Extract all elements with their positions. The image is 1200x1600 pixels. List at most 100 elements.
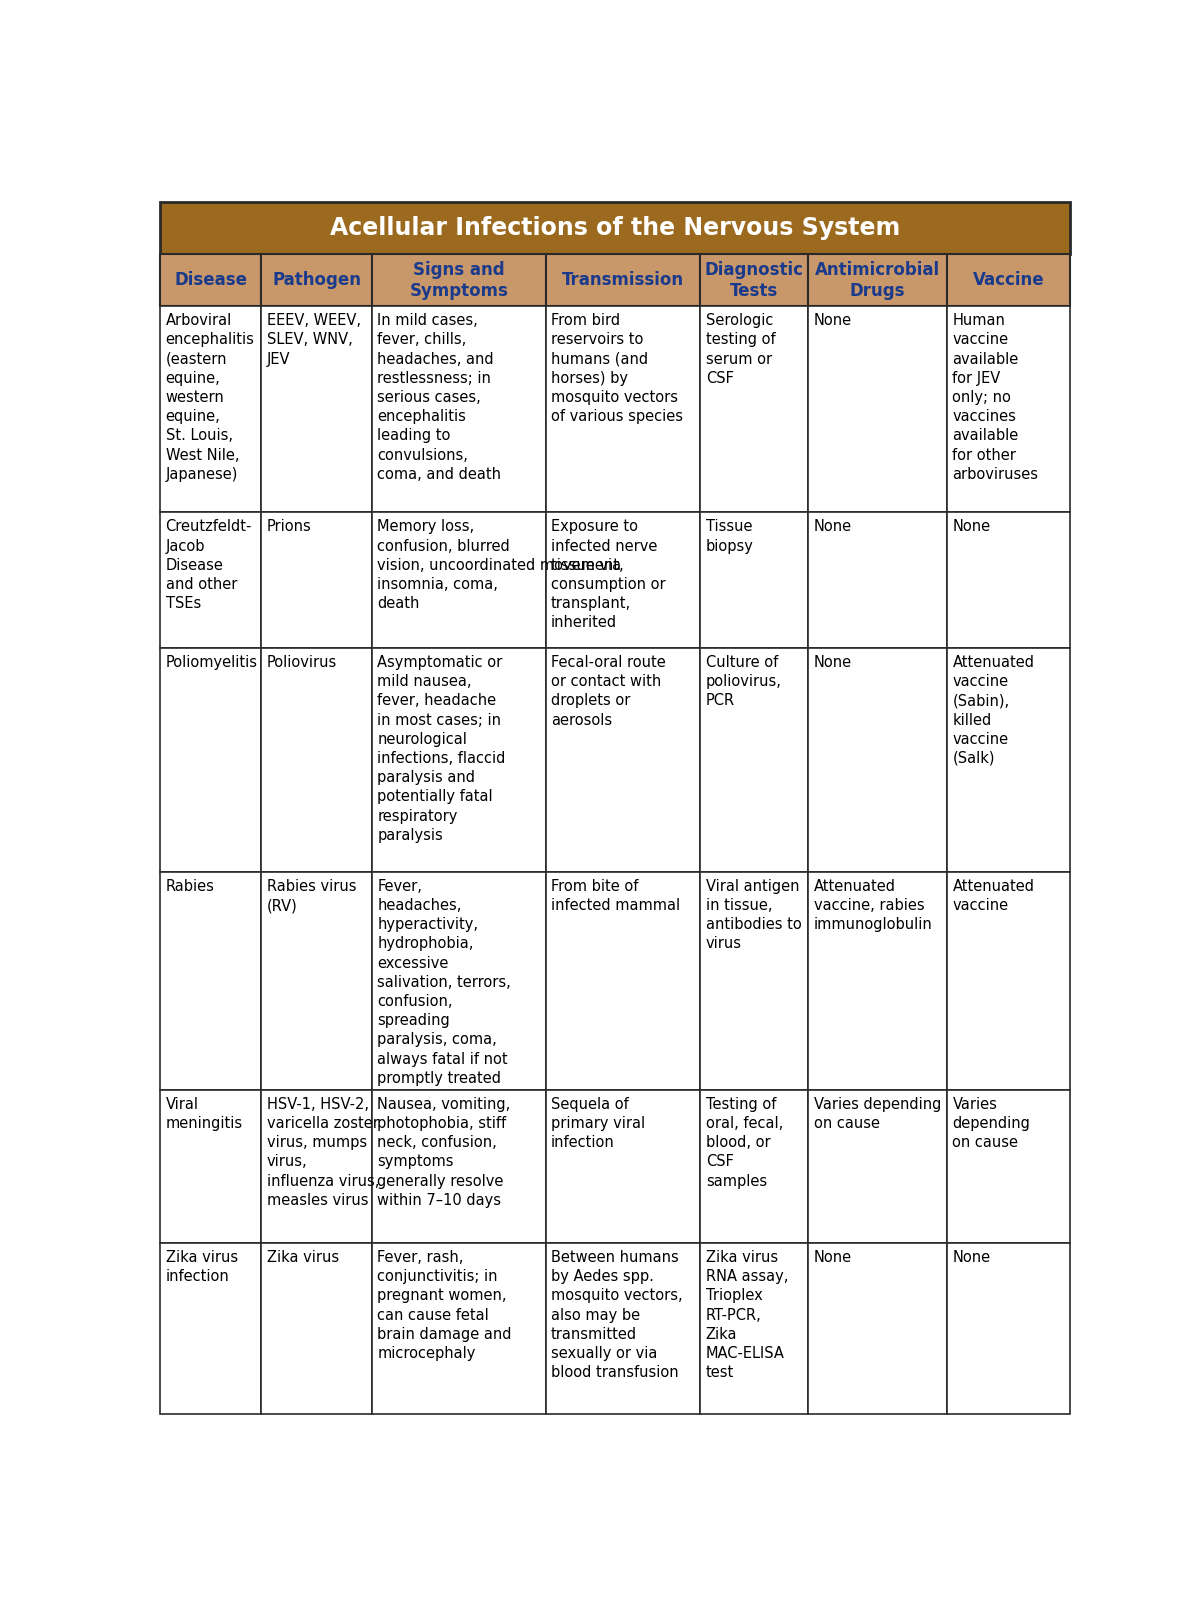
Bar <box>701 254 809 306</box>
Bar <box>160 512 262 648</box>
Bar <box>947 306 1070 512</box>
Bar <box>262 254 372 306</box>
Bar <box>546 648 701 872</box>
Text: Poliovirus: Poliovirus <box>266 654 337 670</box>
Text: None: None <box>814 654 852 670</box>
Text: Vaccine: Vaccine <box>973 270 1044 290</box>
Text: None: None <box>814 520 852 534</box>
Bar <box>372 1090 546 1243</box>
Text: Between humans
by Aedes spp.
mosquito vectors,
also may be
transmitted
sexually : Between humans by Aedes spp. mosquito ve… <box>551 1250 683 1381</box>
Bar <box>947 1243 1070 1414</box>
Text: None: None <box>953 520 990 534</box>
Bar <box>160 202 1070 254</box>
Bar <box>809 872 947 1090</box>
Text: Zika virus: Zika virus <box>266 1250 338 1266</box>
Text: Disease: Disease <box>174 270 247 290</box>
Bar <box>546 306 701 512</box>
Text: From bite of
infected mammal: From bite of infected mammal <box>551 878 680 914</box>
Text: Prions: Prions <box>266 520 312 534</box>
Text: None: None <box>814 1250 852 1266</box>
Bar <box>262 1090 372 1243</box>
Text: Fever,
headaches,
hyperactivity,
hydrophobia,
excessive
salivation, terrors,
con: Fever, headaches, hyperactivity, hydroph… <box>378 878 511 1086</box>
Bar <box>262 512 372 648</box>
Bar <box>372 1243 546 1414</box>
Bar <box>701 306 809 512</box>
Text: Attenuated
vaccine: Attenuated vaccine <box>953 878 1034 914</box>
Text: HSV-1, HSV-2,
varicella zoster
virus, mumps
virus,
influenza virus,
measles viru: HSV-1, HSV-2, varicella zoster virus, mu… <box>266 1098 379 1208</box>
Text: Poliomyelitis: Poliomyelitis <box>166 654 258 670</box>
Bar <box>701 648 809 872</box>
Text: Attenuated
vaccine, rabies
immunoglobulin: Attenuated vaccine, rabies immunoglobuli… <box>814 878 932 933</box>
Bar <box>947 648 1070 872</box>
Bar <box>160 872 262 1090</box>
Text: Culture of
poliovirus,
PCR: Culture of poliovirus, PCR <box>706 654 781 709</box>
Bar <box>546 254 701 306</box>
Text: Viral
meningitis: Viral meningitis <box>166 1098 242 1131</box>
Bar <box>160 1243 262 1414</box>
Bar <box>947 1090 1070 1243</box>
Text: Nausea, vomiting,
photophobia, stiff
neck, confusion,
symptoms
generally resolve: Nausea, vomiting, photophobia, stiff nec… <box>378 1098 511 1208</box>
Bar <box>262 306 372 512</box>
Text: Pathogen: Pathogen <box>272 270 361 290</box>
Text: Zika virus
RNA assay,
Trioplex
RT-PCR,
Zika
MAC-ELISA
test: Zika virus RNA assay, Trioplex RT-PCR, Z… <box>706 1250 788 1381</box>
Bar <box>947 254 1070 306</box>
Text: None: None <box>953 1250 990 1266</box>
Text: Antimicrobial
Drugs: Antimicrobial Drugs <box>815 261 940 299</box>
Bar <box>947 512 1070 648</box>
Text: Rabies: Rabies <box>166 878 215 894</box>
Bar <box>809 1243 947 1414</box>
Text: Testing of
oral, fecal,
blood, or
CSF
samples: Testing of oral, fecal, blood, or CSF sa… <box>706 1098 784 1189</box>
Text: Zika virus
infection: Zika virus infection <box>166 1250 238 1285</box>
Text: Varies
depending
on cause: Varies depending on cause <box>953 1098 1031 1150</box>
Bar <box>372 306 546 512</box>
Text: Arboviral
encephalitis
(eastern
equine,
western
equine,
St. Louis,
West Nile,
Ja: Arboviral encephalitis (eastern equine, … <box>166 314 254 482</box>
Text: Rabies virus
(RV): Rabies virus (RV) <box>266 878 356 914</box>
Text: Creutzfeldt-
Jacob
Disease
and other
TSEs: Creutzfeldt- Jacob Disease and other TSE… <box>166 520 252 611</box>
Text: Serologic
testing of
serum or
CSF: Serologic testing of serum or CSF <box>706 314 775 386</box>
Bar <box>372 512 546 648</box>
Bar <box>701 1243 809 1414</box>
Bar <box>809 254 947 306</box>
Text: Fecal-oral route
or contact with
droplets or
aerosols: Fecal-oral route or contact with droplet… <box>551 654 666 728</box>
Text: Signs and
Symptoms: Signs and Symptoms <box>409 261 509 299</box>
Bar <box>546 872 701 1090</box>
Bar <box>701 1090 809 1243</box>
Text: Viral antigen
in tissue,
antibodies to
virus: Viral antigen in tissue, antibodies to v… <box>706 878 802 952</box>
Text: Diagnostic
Tests: Diagnostic Tests <box>704 261 804 299</box>
Bar <box>809 1090 947 1243</box>
Bar <box>372 648 546 872</box>
Text: In mild cases,
fever, chills,
headaches, and
restlessness; in
serious cases,
enc: In mild cases, fever, chills, headaches,… <box>378 314 502 482</box>
Bar <box>160 1090 262 1243</box>
Bar <box>809 306 947 512</box>
Bar <box>701 512 809 648</box>
Text: EEEV, WEEV,
SLEV, WNV,
JEV: EEEV, WEEV, SLEV, WNV, JEV <box>266 314 361 366</box>
Text: Transmission: Transmission <box>562 270 684 290</box>
Bar <box>809 512 947 648</box>
Text: Attenuated
vaccine
(Sabin),
killed
vaccine
(Salk): Attenuated vaccine (Sabin), killed vacci… <box>953 654 1034 766</box>
Text: Asymptomatic or
mild nausea,
fever, headache
in most cases; in
neurological
infe: Asymptomatic or mild nausea, fever, head… <box>378 654 506 843</box>
Text: Human
vaccine
available
for JEV
only; no
vaccines
available
for other
arboviruse: Human vaccine available for JEV only; no… <box>953 314 1038 482</box>
Bar <box>372 254 546 306</box>
Bar <box>947 872 1070 1090</box>
Bar <box>372 872 546 1090</box>
Bar <box>160 306 262 512</box>
Bar <box>546 512 701 648</box>
Text: Exposure to
infected nerve
tissue via
consumption or
transplant,
inherited: Exposure to infected nerve tissue via co… <box>551 520 666 630</box>
Text: Sequela of
primary viral
infection: Sequela of primary viral infection <box>551 1098 646 1150</box>
Bar <box>160 648 262 872</box>
Bar <box>262 648 372 872</box>
Bar <box>262 872 372 1090</box>
Bar <box>809 648 947 872</box>
Bar <box>160 254 262 306</box>
Text: Varies depending
on cause: Varies depending on cause <box>814 1098 941 1131</box>
Bar <box>546 1090 701 1243</box>
Text: From bird
reservoirs to
humans (and
horses) by
mosquito vectors
of various speci: From bird reservoirs to humans (and hors… <box>551 314 683 424</box>
Bar <box>546 1243 701 1414</box>
Text: Tissue
biopsy: Tissue biopsy <box>706 520 754 554</box>
Text: Fever, rash,
conjunctivitis; in
pregnant women,
can cause fetal
brain damage and: Fever, rash, conjunctivitis; in pregnant… <box>378 1250 512 1362</box>
Text: Acellular Infections of the Nervous System: Acellular Infections of the Nervous Syst… <box>330 216 900 240</box>
Bar <box>701 872 809 1090</box>
Text: None: None <box>814 314 852 328</box>
Bar <box>262 1243 372 1414</box>
Text: Memory loss,
confusion, blurred
vision, uncoordinated movement,
insomnia, coma,
: Memory loss, confusion, blurred vision, … <box>378 520 624 611</box>
